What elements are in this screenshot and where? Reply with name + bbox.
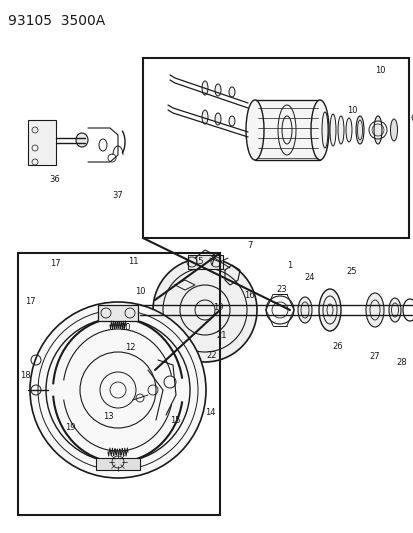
Ellipse shape <box>202 110 207 124</box>
Text: 6: 6 <box>409 114 413 123</box>
Ellipse shape <box>228 116 235 126</box>
Ellipse shape <box>329 114 335 146</box>
Ellipse shape <box>365 293 383 327</box>
Text: 10: 10 <box>374 66 385 75</box>
Text: 18: 18 <box>20 372 30 381</box>
Text: 17: 17 <box>25 297 35 306</box>
Text: 36: 36 <box>50 175 60 184</box>
Text: 19: 19 <box>212 303 223 311</box>
Circle shape <box>153 258 256 362</box>
Bar <box>188 255 223 269</box>
Ellipse shape <box>245 100 263 160</box>
Ellipse shape <box>318 289 340 331</box>
Ellipse shape <box>388 298 400 322</box>
Text: 1: 1 <box>287 262 292 271</box>
Ellipse shape <box>228 87 235 97</box>
Text: 16: 16 <box>243 292 254 301</box>
Bar <box>142 58 408 238</box>
Ellipse shape <box>76 133 88 147</box>
Text: 21: 21 <box>216 332 227 341</box>
Ellipse shape <box>389 119 396 141</box>
Text: 14: 14 <box>204 408 215 417</box>
Text: 37: 37 <box>112 190 123 199</box>
Text: 23: 23 <box>276 285 287 294</box>
Text: 8: 8 <box>411 85 413 94</box>
Text: 19: 19 <box>64 424 75 432</box>
Text: 13: 13 <box>102 413 113 422</box>
Bar <box>18 253 219 515</box>
Text: 22: 22 <box>206 351 217 360</box>
Text: 17: 17 <box>50 259 60 268</box>
Text: 24: 24 <box>304 272 314 281</box>
Ellipse shape <box>321 112 327 148</box>
Text: 10: 10 <box>134 287 145 296</box>
Ellipse shape <box>310 100 328 160</box>
Text: 7: 7 <box>247 241 252 251</box>
Bar <box>98 305 138 321</box>
Text: 12: 12 <box>124 343 135 352</box>
Ellipse shape <box>202 81 207 95</box>
Text: 27: 27 <box>369 352 380 361</box>
Text: 93105  3500A: 93105 3500A <box>8 14 105 28</box>
Text: 26: 26 <box>332 343 342 351</box>
Text: 15: 15 <box>192 256 203 265</box>
Text: 20: 20 <box>121 324 131 333</box>
Ellipse shape <box>345 118 351 142</box>
Text: 10: 10 <box>346 106 356 115</box>
Text: 11: 11 <box>128 256 138 265</box>
Text: 15: 15 <box>169 416 180 425</box>
Ellipse shape <box>373 116 381 144</box>
Text: 25: 25 <box>346 266 356 276</box>
Bar <box>28 120 56 165</box>
Ellipse shape <box>355 116 363 144</box>
Bar <box>96 458 140 470</box>
Text: 28: 28 <box>396 359 406 367</box>
Ellipse shape <box>214 113 221 125</box>
Circle shape <box>30 302 206 478</box>
Ellipse shape <box>297 297 311 323</box>
Ellipse shape <box>337 116 343 144</box>
Ellipse shape <box>214 84 221 96</box>
Bar <box>254 100 319 160</box>
